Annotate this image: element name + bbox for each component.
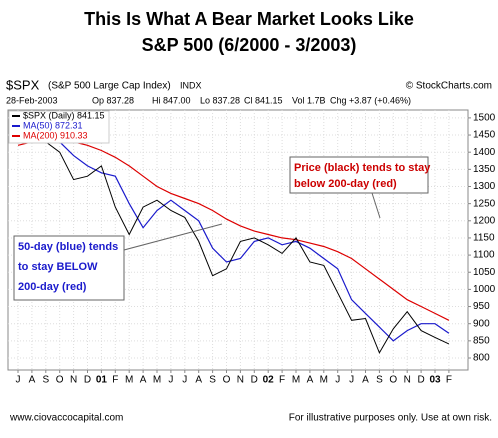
footer-right: For illustrative purposes only. Use at o… bbox=[289, 413, 492, 424]
quote-item: Cl 841.15 bbox=[244, 95, 283, 105]
x-tick-label: S bbox=[42, 375, 49, 386]
y-tick-label: 1000 bbox=[473, 284, 496, 295]
exchange: INDX bbox=[180, 80, 202, 90]
symbol-name: (S&P 500 Large Cap Index) bbox=[48, 81, 171, 92]
x-tick-label: J bbox=[182, 375, 187, 386]
y-tick-label: 1300 bbox=[473, 181, 496, 192]
x-tick-label: N bbox=[70, 375, 77, 386]
annotation-text: below 200-day (red) bbox=[294, 178, 397, 190]
quote-item: Lo 837.28 bbox=[200, 95, 240, 105]
annotation-text: 200-day (red) bbox=[18, 281, 87, 293]
x-tick-label: N bbox=[404, 375, 411, 386]
x-tick-label: D bbox=[84, 375, 91, 386]
x-tick-label: O bbox=[56, 375, 64, 386]
x-tick-label: F bbox=[279, 375, 285, 386]
x-tick-label: M bbox=[292, 375, 300, 386]
y-tick-label: 1500 bbox=[473, 113, 496, 124]
annotation-text: 50-day (blue) tends bbox=[18, 241, 118, 253]
y-tick-label: 1350 bbox=[473, 164, 496, 175]
series-line bbox=[17, 137, 450, 321]
quote-item: Hi 847.00 bbox=[152, 95, 191, 105]
source: © StockCharts.com bbox=[406, 81, 492, 92]
x-tick-label: M bbox=[320, 375, 328, 386]
legend-box bbox=[8, 110, 110, 144]
x-tick-label: D bbox=[251, 375, 258, 386]
quote-item: Vol 1.7B bbox=[292, 95, 326, 105]
y-tick-label: 1150 bbox=[473, 233, 495, 244]
y-tick-label: 1250 bbox=[473, 198, 496, 209]
x-tick-label: F bbox=[446, 375, 452, 386]
quote-item: Op 837.28 bbox=[92, 95, 134, 105]
x-tick-label: A bbox=[307, 375, 314, 386]
x-tick-label: F bbox=[112, 375, 118, 386]
y-tick-label: 800 bbox=[473, 353, 490, 364]
annotation-box bbox=[13, 235, 125, 301]
x-tick-label: O bbox=[223, 375, 231, 386]
y-tick-label: 1050 bbox=[473, 267, 496, 278]
x-tick-label: D bbox=[417, 375, 424, 386]
y-tick-label: 1400 bbox=[473, 147, 496, 158]
footer-left: www.ciovaccocapital.com bbox=[9, 413, 123, 424]
chart-title: This Is What A Bear Market Looks Like bbox=[84, 9, 414, 29]
x-tick-label: A bbox=[362, 375, 369, 386]
y-tick-label: 950 bbox=[473, 301, 490, 312]
series-line bbox=[17, 127, 450, 342]
x-tick-label: J bbox=[335, 375, 340, 386]
x-tick-label: A bbox=[29, 375, 36, 386]
legend-label: MA(50) 872.31 bbox=[23, 120, 83, 130]
legend-label: MA(200) 910.33 bbox=[23, 130, 88, 140]
y-tick-label: 850 bbox=[473, 335, 490, 346]
y-tick-label: 1200 bbox=[473, 215, 496, 226]
annotation-text: to stay BELOW bbox=[18, 261, 98, 273]
x-tick-label: O bbox=[389, 375, 397, 386]
x-tick-label: 01 bbox=[96, 375, 108, 386]
quote-item: 28-Feb-2003 bbox=[6, 95, 58, 105]
y-tick-label: 900 bbox=[473, 318, 490, 329]
annotation-pointer bbox=[123, 223, 223, 251]
y-tick-label: 1450 bbox=[473, 130, 496, 141]
x-tick-label: J bbox=[168, 375, 173, 386]
x-tick-label: J bbox=[349, 375, 354, 386]
annotation-pointer bbox=[371, 192, 381, 219]
y-tick-label: 1100 bbox=[473, 250, 495, 261]
x-tick-label: M bbox=[153, 375, 161, 386]
series-line bbox=[17, 130, 450, 354]
x-tick-label: S bbox=[376, 375, 383, 386]
legend-label: $SPX (Daily) 841.15 bbox=[23, 110, 105, 120]
annotation-text: Price (black) tends to stay bbox=[294, 162, 431, 174]
quote-item: Chg +3.87 (+0.46%) bbox=[330, 95, 411, 105]
x-tick-label: 02 bbox=[263, 375, 275, 386]
annotation-box bbox=[289, 156, 429, 194]
x-tick-label: N bbox=[237, 375, 244, 386]
x-tick-label: A bbox=[140, 375, 147, 386]
x-tick-label: 03 bbox=[429, 375, 441, 386]
plot-frame bbox=[7, 109, 469, 371]
symbol: $SPX bbox=[6, 77, 40, 92]
x-tick-label: M bbox=[125, 375, 133, 386]
x-tick-label: J bbox=[16, 375, 21, 386]
x-tick-label: S bbox=[209, 375, 216, 386]
chart-subtitle: S&P 500 (6/2000 - 3/2003) bbox=[142, 35, 357, 55]
x-tick-label: A bbox=[195, 375, 202, 386]
